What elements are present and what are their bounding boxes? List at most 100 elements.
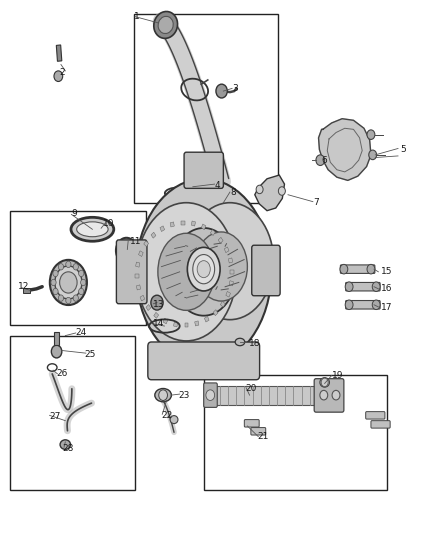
Ellipse shape (235, 338, 245, 346)
Text: 19: 19 (332, 371, 343, 380)
FancyBboxPatch shape (314, 378, 344, 412)
Text: 12: 12 (18, 282, 29, 291)
Text: 11: 11 (130, 237, 141, 246)
Circle shape (369, 150, 377, 160)
FancyBboxPatch shape (340, 265, 375, 273)
Text: 5: 5 (400, 145, 406, 154)
FancyBboxPatch shape (204, 383, 217, 407)
Ellipse shape (136, 179, 272, 365)
Circle shape (53, 270, 58, 277)
Bar (181, 221, 184, 225)
Ellipse shape (55, 266, 82, 299)
Bar (57, 45, 62, 61)
Text: 23: 23 (179, 391, 190, 400)
Bar (213, 310, 218, 316)
Ellipse shape (197, 261, 210, 278)
Ellipse shape (320, 377, 329, 387)
Ellipse shape (193, 255, 215, 284)
Bar (23, 288, 30, 293)
Text: 9: 9 (71, 209, 77, 218)
Text: 13: 13 (152, 300, 164, 309)
FancyBboxPatch shape (346, 301, 380, 309)
Bar (144, 241, 148, 247)
Text: 28: 28 (63, 444, 74, 453)
Bar (160, 226, 165, 231)
Circle shape (321, 378, 328, 386)
Text: 1: 1 (134, 12, 140, 21)
Circle shape (73, 295, 78, 301)
Text: 8: 8 (230, 188, 236, 197)
Bar (11, 336, 135, 490)
Circle shape (159, 390, 167, 400)
Bar (184, 323, 188, 327)
Bar (134, 14, 278, 203)
Text: 26: 26 (57, 369, 68, 378)
Ellipse shape (320, 390, 328, 400)
Circle shape (66, 261, 71, 268)
Ellipse shape (154, 12, 177, 38)
Text: 20: 20 (245, 384, 257, 393)
Text: 27: 27 (49, 412, 61, 421)
Bar (135, 244, 145, 251)
Circle shape (58, 295, 64, 301)
Polygon shape (318, 119, 371, 180)
Ellipse shape (155, 389, 171, 402)
FancyBboxPatch shape (346, 282, 380, 291)
Circle shape (151, 295, 163, 310)
Circle shape (340, 264, 348, 274)
Ellipse shape (136, 203, 237, 341)
Ellipse shape (171, 228, 237, 316)
Circle shape (372, 300, 380, 310)
Bar (135, 252, 145, 257)
Circle shape (372, 282, 380, 292)
FancyBboxPatch shape (251, 427, 266, 435)
Bar (215, 385, 315, 405)
Circle shape (66, 297, 71, 304)
Circle shape (58, 264, 64, 270)
Ellipse shape (60, 272, 77, 293)
FancyBboxPatch shape (371, 421, 390, 428)
Circle shape (73, 264, 78, 270)
Bar (140, 295, 145, 301)
Polygon shape (255, 175, 285, 211)
Ellipse shape (116, 238, 137, 263)
Ellipse shape (170, 416, 178, 424)
Bar (229, 258, 233, 263)
Circle shape (51, 279, 56, 286)
Bar (170, 222, 174, 227)
Text: 2: 2 (60, 68, 65, 77)
Text: 17: 17 (381, 303, 392, 312)
Bar (146, 304, 151, 311)
Bar (191, 221, 195, 226)
Bar (163, 318, 168, 324)
Circle shape (51, 345, 62, 358)
Bar (173, 322, 178, 327)
Ellipse shape (187, 247, 220, 291)
FancyBboxPatch shape (117, 240, 147, 304)
FancyBboxPatch shape (184, 152, 223, 188)
Bar (220, 301, 225, 307)
Text: 15: 15 (381, 268, 392, 276)
Bar (138, 251, 143, 256)
Ellipse shape (60, 440, 71, 449)
FancyBboxPatch shape (244, 419, 259, 427)
Ellipse shape (158, 233, 215, 310)
Bar (218, 237, 223, 244)
Bar (204, 375, 387, 490)
Bar (201, 224, 206, 230)
Bar (205, 317, 209, 322)
FancyBboxPatch shape (366, 411, 385, 419)
Text: 14: 14 (152, 319, 164, 328)
Bar (11, 211, 146, 325)
Text: 25: 25 (85, 350, 96, 359)
Ellipse shape (186, 203, 274, 320)
Text: 24: 24 (75, 328, 86, 337)
Text: 21: 21 (258, 432, 269, 441)
Text: 16: 16 (381, 284, 392, 293)
Text: 22: 22 (161, 411, 173, 420)
Circle shape (206, 390, 215, 400)
Text: 18: 18 (249, 339, 260, 348)
Circle shape (78, 288, 84, 295)
Circle shape (316, 155, 325, 165)
Ellipse shape (50, 260, 87, 305)
